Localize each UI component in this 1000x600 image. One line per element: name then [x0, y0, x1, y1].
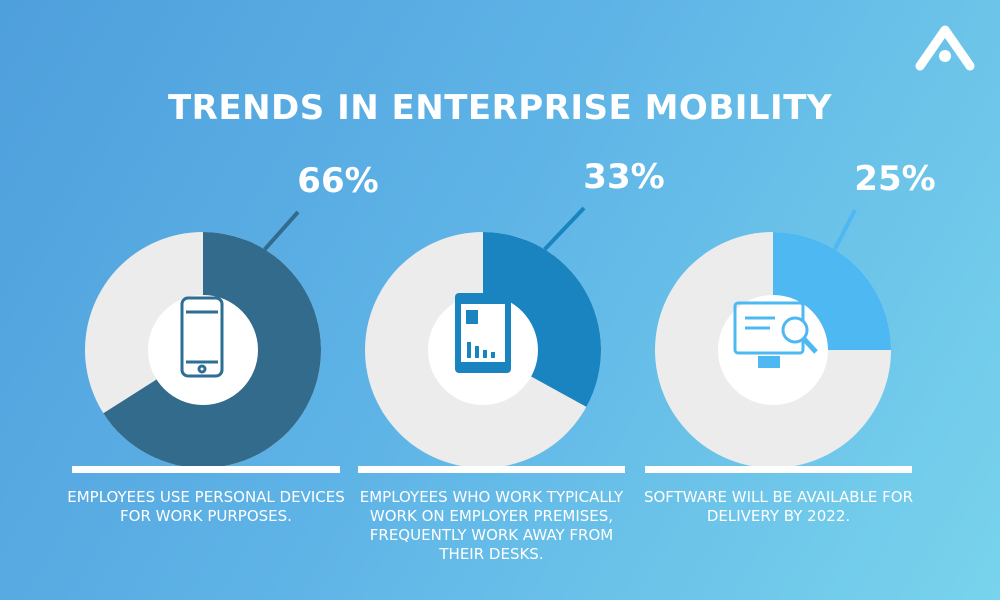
leader-line — [263, 210, 300, 251]
tablet-icon — [491, 352, 495, 358]
caption: EMPLOYEES WHO WORK TYPICALLY WORK ON EMP… — [359, 488, 624, 563]
phone-icon — [197, 364, 207, 374]
logo — [915, 25, 975, 71]
caption: SOFTWARE WILL BE AVAILABLE FOR DELIVERY … — [643, 488, 914, 525]
monitor-icon — [802, 337, 818, 354]
value-label: 33% — [583, 157, 664, 197]
donuts: 66% 33% 25% — [72, 157, 936, 473]
caption: EMPLOYEES USE PERSONAL DEVICES FOR WORK … — [67, 488, 345, 525]
donut-hole — [148, 295, 258, 405]
leader-line — [543, 206, 586, 251]
tablet-icon — [467, 342, 471, 358]
divider — [645, 466, 912, 473]
divider — [358, 466, 625, 473]
tablet-icon — [483, 350, 487, 358]
icons — [180, 293, 818, 378]
phone-icon — [180, 296, 224, 378]
monitor-icon — [781, 316, 809, 344]
tablet-icon — [475, 346, 479, 358]
page-title: TRENDS IN ENTERPRISE MOBILITY — [167, 88, 833, 128]
tablet-icon — [466, 310, 478, 324]
monitor-icon — [758, 356, 780, 368]
value-label: 25% — [854, 159, 935, 199]
divider — [72, 466, 340, 473]
leader-line — [832, 209, 857, 251]
value-label: 66% — [297, 161, 378, 201]
